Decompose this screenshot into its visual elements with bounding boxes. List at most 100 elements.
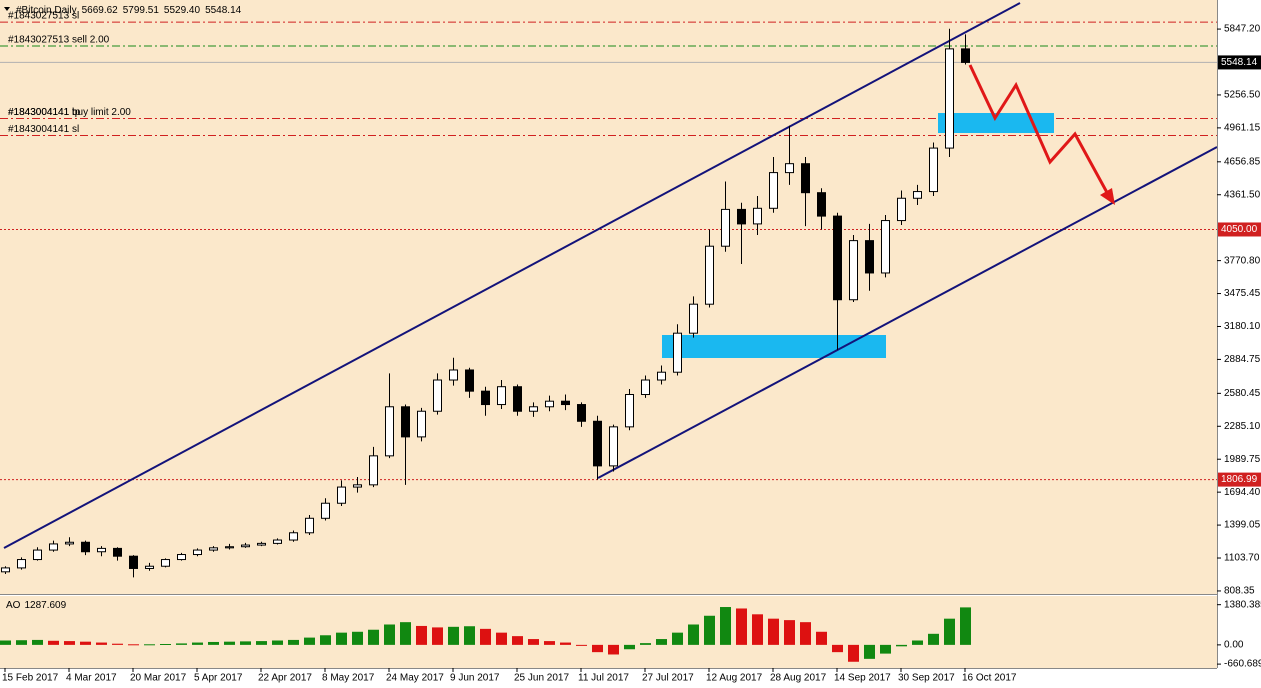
ao-bar [672,632,683,645]
level-label: 1806.99 [1221,474,1258,485]
order-label: #1843027513 sell 2.00 [8,35,110,46]
ao-bar [912,640,923,645]
y-tick-label: 1103.70 [1224,553,1260,564]
ao-bar [816,631,827,645]
menu-triangle[interactable] [4,7,10,11]
ao-bar [480,628,491,645]
candle-body [513,386,522,412]
x-tick-label: 27 Jul 2017 [642,673,694,684]
candle-body [753,207,762,225]
candle-body [177,554,186,561]
ao-bar [576,644,587,646]
candle-body [273,539,282,544]
candle-body [561,400,570,406]
ao-bar [400,622,411,645]
zone-box [662,335,886,358]
ao-bar [432,627,443,645]
ao-bar [640,643,651,645]
candle-body [641,379,650,396]
ao-bar [848,644,859,662]
ao-name: AO [6,600,21,611]
y-tick-label: 1694.40 [1224,487,1261,498]
ao-bar [224,641,235,645]
candle-body [817,192,826,217]
ao-bar [144,644,155,646]
candle-body [705,245,714,305]
ao-bar [304,637,315,645]
x-tick-label: 11 Jul 2017 [578,673,629,684]
ao-bar [720,607,731,645]
ao-bar [896,644,907,647]
price-label-box [1218,55,1261,70]
y-tick-label: 2580.45 [1224,388,1261,399]
symbol: #Bitcoin,Daily [16,5,77,16]
x-tick-label: 14 Sep 2017 [834,673,891,684]
ao-bar [768,618,779,645]
candle-body [1,567,10,573]
candle-body [433,379,442,412]
candle-body [65,541,74,545]
ao-bar [416,625,427,645]
ao-bar [496,632,507,645]
ao-bar [864,644,875,659]
candle-body [609,426,618,467]
ao-bar [288,639,299,645]
ao-bar [736,608,747,645]
ao-tick-label: 1380.385 [1224,599,1261,610]
candle-body [145,565,154,569]
y-tick-label: 4656.85 [1224,156,1261,167]
ohlc-value: 5548.14 [205,5,242,16]
candle-body [737,208,746,225]
candle-body [337,486,346,504]
x-tick-label: 22 Apr 2017 [258,673,312,684]
price-label: 5548.14 [1221,57,1258,68]
ohlc-value: 5529.40 [164,5,201,16]
x-tick-label: 9 Jun 2017 [450,673,500,684]
candle-body [49,543,58,551]
ao-bar [208,641,219,645]
candle-body [721,208,730,247]
x-tick-label: 20 Mar 2017 [130,673,187,684]
ao-bar [16,640,27,645]
candle-body [849,240,858,301]
ohlc-value: 5799.51 [123,5,160,16]
ao-bar [32,639,43,645]
ao-bar [624,644,635,650]
ao-bar [192,642,203,645]
candle-body [577,404,586,422]
level-label: 4050.00 [1221,224,1258,235]
ao-bar [448,626,459,645]
candle-body [17,559,26,569]
candle-body [97,547,106,553]
forecast-arrow [968,64,1112,199]
candle-body [961,48,970,63]
y-tick-label: 5847.20 [1224,24,1261,35]
candle-body [113,547,122,557]
zone-box [938,113,1054,133]
ao-bar [800,622,811,645]
ao-bar [96,642,107,645]
candle-body [769,172,778,209]
candle-body [657,371,666,381]
x-tick-label: 8 May 2017 [322,673,375,684]
ao-bar [176,643,187,645]
ao-label: AO 1287.609 [6,600,67,611]
candle-body [385,406,394,457]
candle-body [689,303,698,334]
candle-body [161,559,170,567]
candle-body [353,484,362,488]
x-tick-label: 28 Aug 2017 [770,673,827,684]
ao-bar [880,644,891,654]
ao-bar [112,643,123,645]
candle-body [257,542,266,546]
x-tick-label: 30 Sep 2017 [898,673,955,684]
candle-body [785,163,794,174]
y-tick-label: 3475.45 [1224,288,1261,299]
ao-bar [48,640,59,645]
candle-body [673,332,682,373]
candle-body [945,48,954,149]
ao-bar [384,624,395,645]
y-tick-label: 3770.80 [1224,255,1261,266]
